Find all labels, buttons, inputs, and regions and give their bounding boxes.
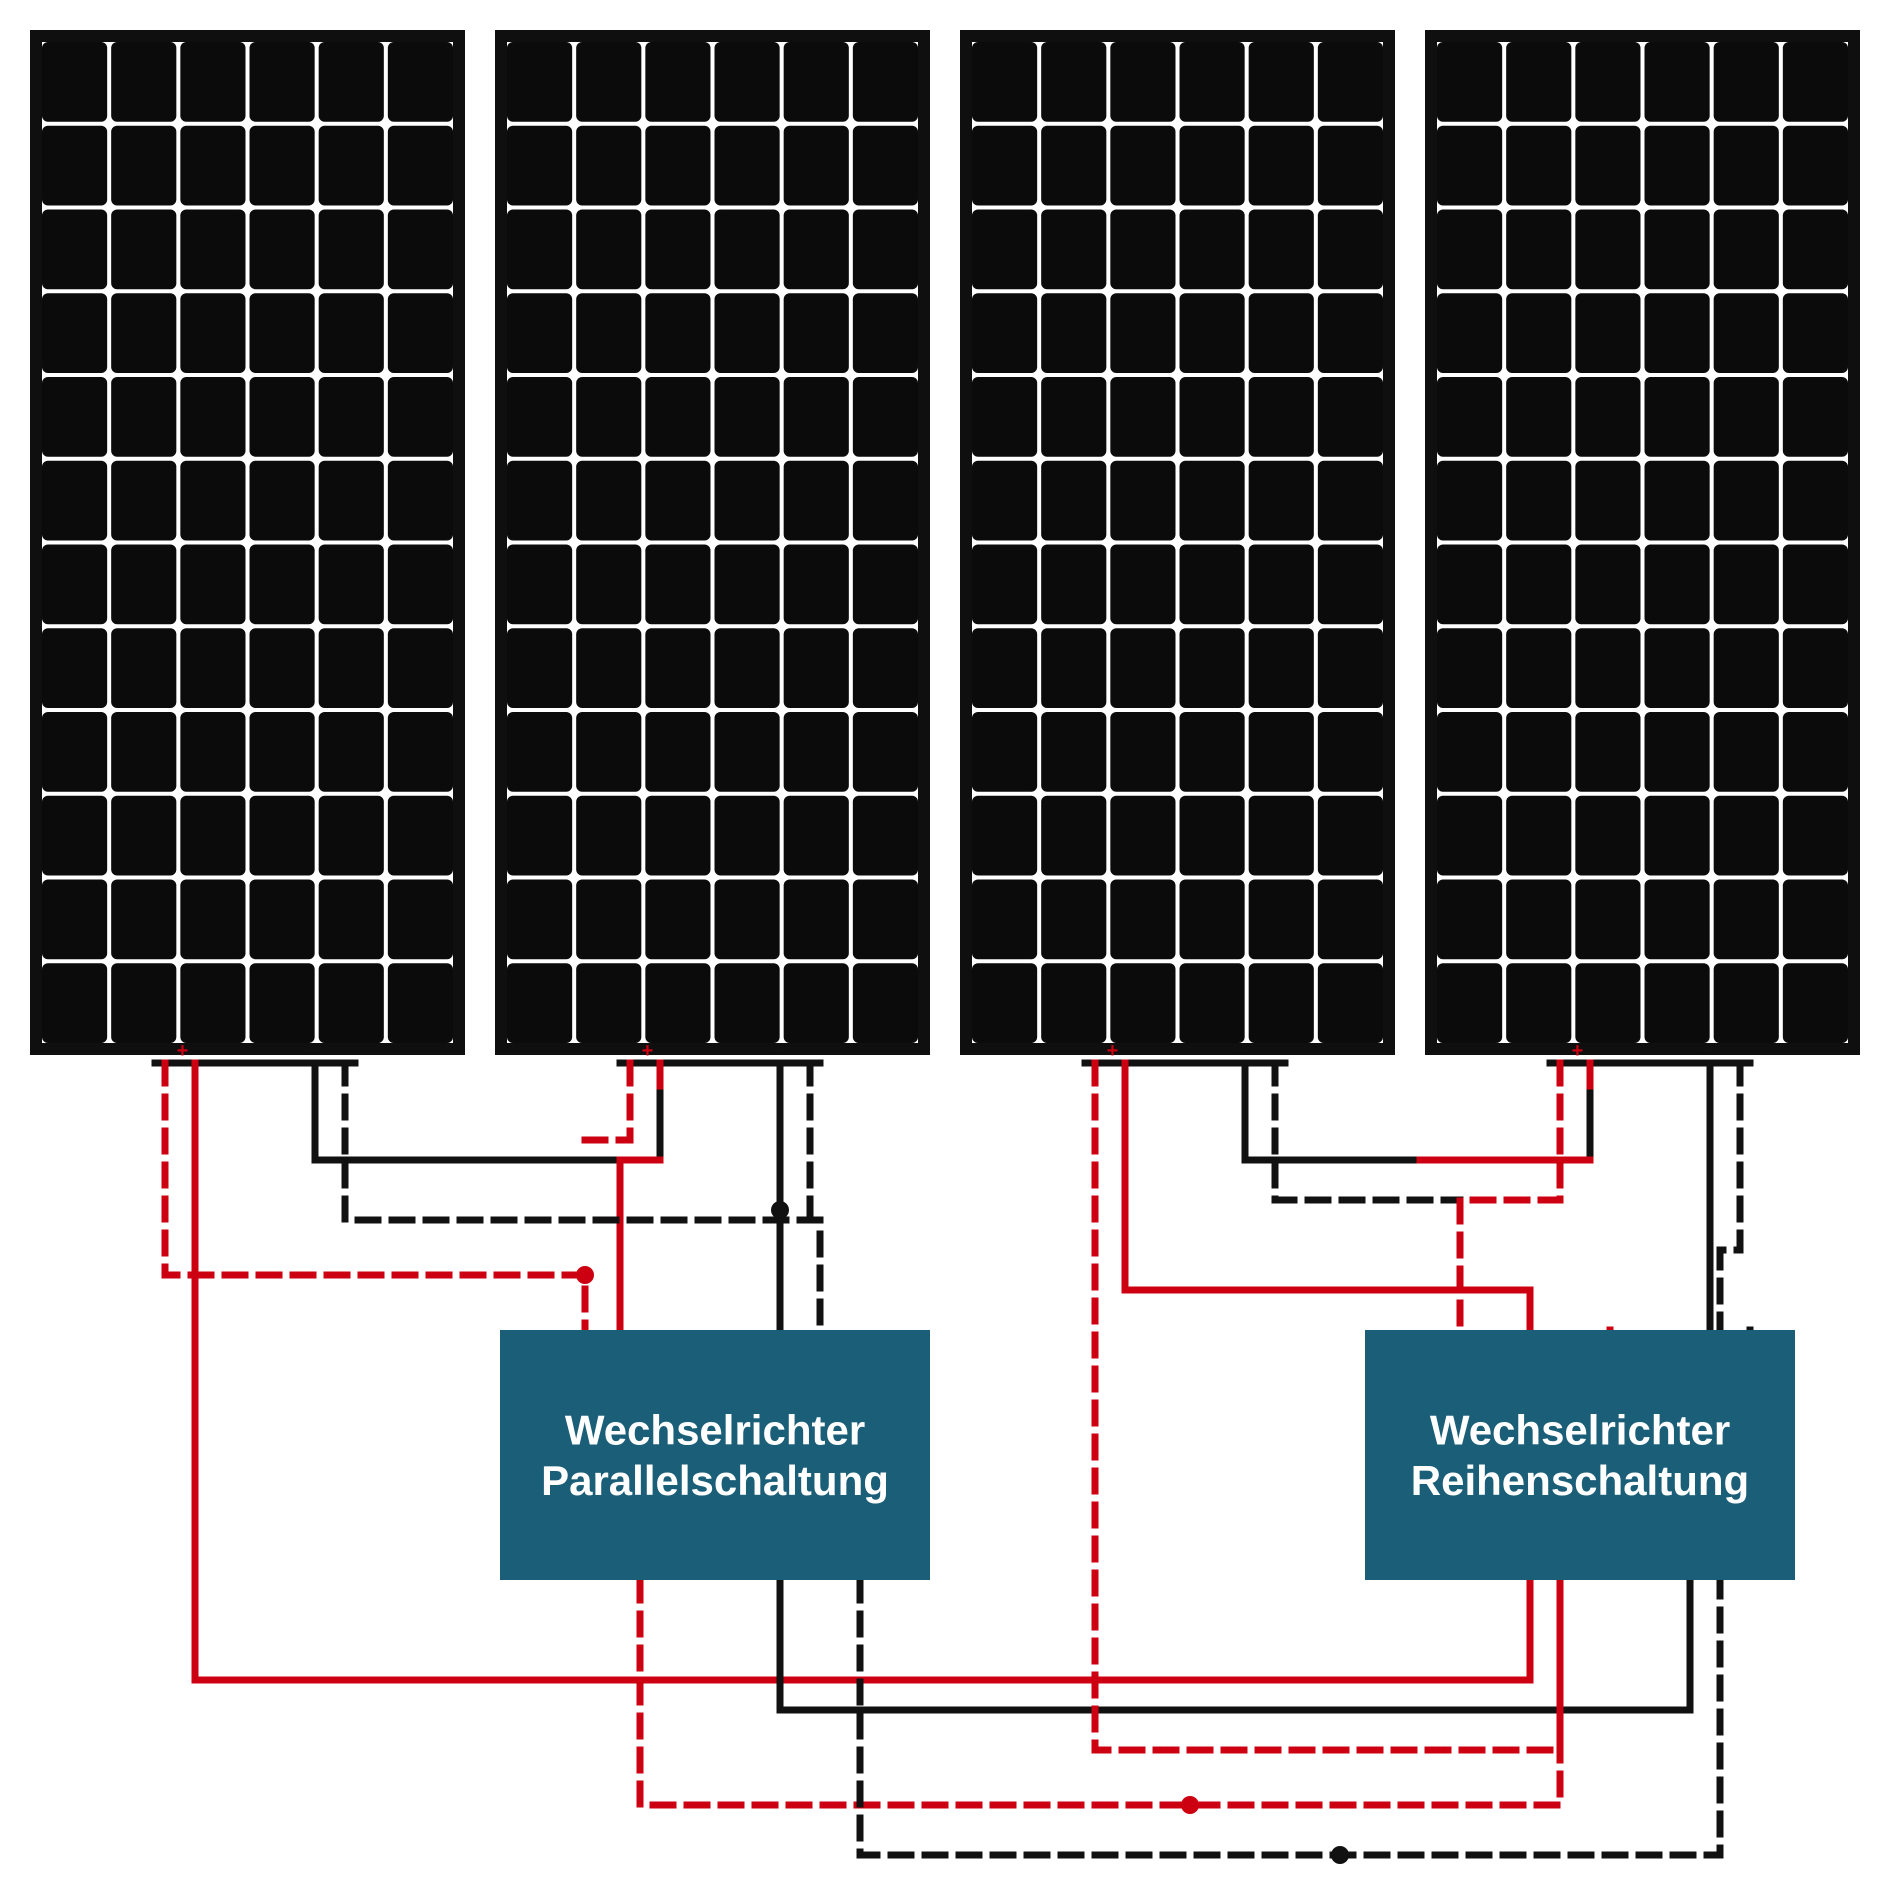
solar-panel-1 [30, 30, 465, 1055]
wire-junction [1181, 1796, 1199, 1814]
wire-ser-p3-minus-to-p4-plus [1245, 1093, 1590, 1160]
panel-2-minus-label: − [772, 1040, 784, 1062]
panel-1-plus-label: + [177, 1040, 189, 1062]
panel-1-minus-label: − [307, 1040, 319, 1062]
panel-2-plus-label: + [642, 1040, 654, 1062]
inverter-parallel-line1: Wechselrichter [565, 1407, 865, 1454]
wire-dash-par-out-minus [860, 1580, 1720, 1855]
panel-4-plus-label: + [1572, 1040, 1584, 1062]
wire-junction [576, 1266, 594, 1284]
wire-dash-p1-plus [165, 1063, 585, 1330]
panel-3-plus-label: + [1107, 1040, 1119, 1062]
wire-junction [771, 1201, 789, 1219]
inverter-parallel: WechselrichterParallelschaltung [500, 1330, 930, 1580]
panel-4-minus-label: − [1702, 1040, 1714, 1062]
solar-panel-2 [495, 30, 930, 1055]
panel-3-minus-label: − [1237, 1040, 1249, 1062]
wire-ser-p3-plus [1125, 1093, 1530, 1330]
wire-junction [1331, 1846, 1349, 1864]
solar-panel-3 [960, 30, 1395, 1055]
wire-par-p1-minus [315, 1093, 660, 1160]
wire-dash-p3-minus [1275, 1063, 1460, 1200]
solar-wiring-diagram: +−+−+−+−WechselrichterParallelschaltungW… [0, 0, 1890, 1890]
wire-dash-p2-plus [585, 1063, 630, 1140]
inverter-series-line1: Wechselrichter [1430, 1407, 1730, 1454]
inverter-series-line2: Reihenschaltung [1411, 1457, 1749, 1504]
inverter-series: WechselrichterReihenschaltung [1365, 1330, 1795, 1580]
wire-par-p2-plus [620, 1160, 660, 1330]
solar-panel-4 [1425, 30, 1860, 1055]
inverter-parallel-line2: Parallelschaltung [541, 1457, 889, 1504]
